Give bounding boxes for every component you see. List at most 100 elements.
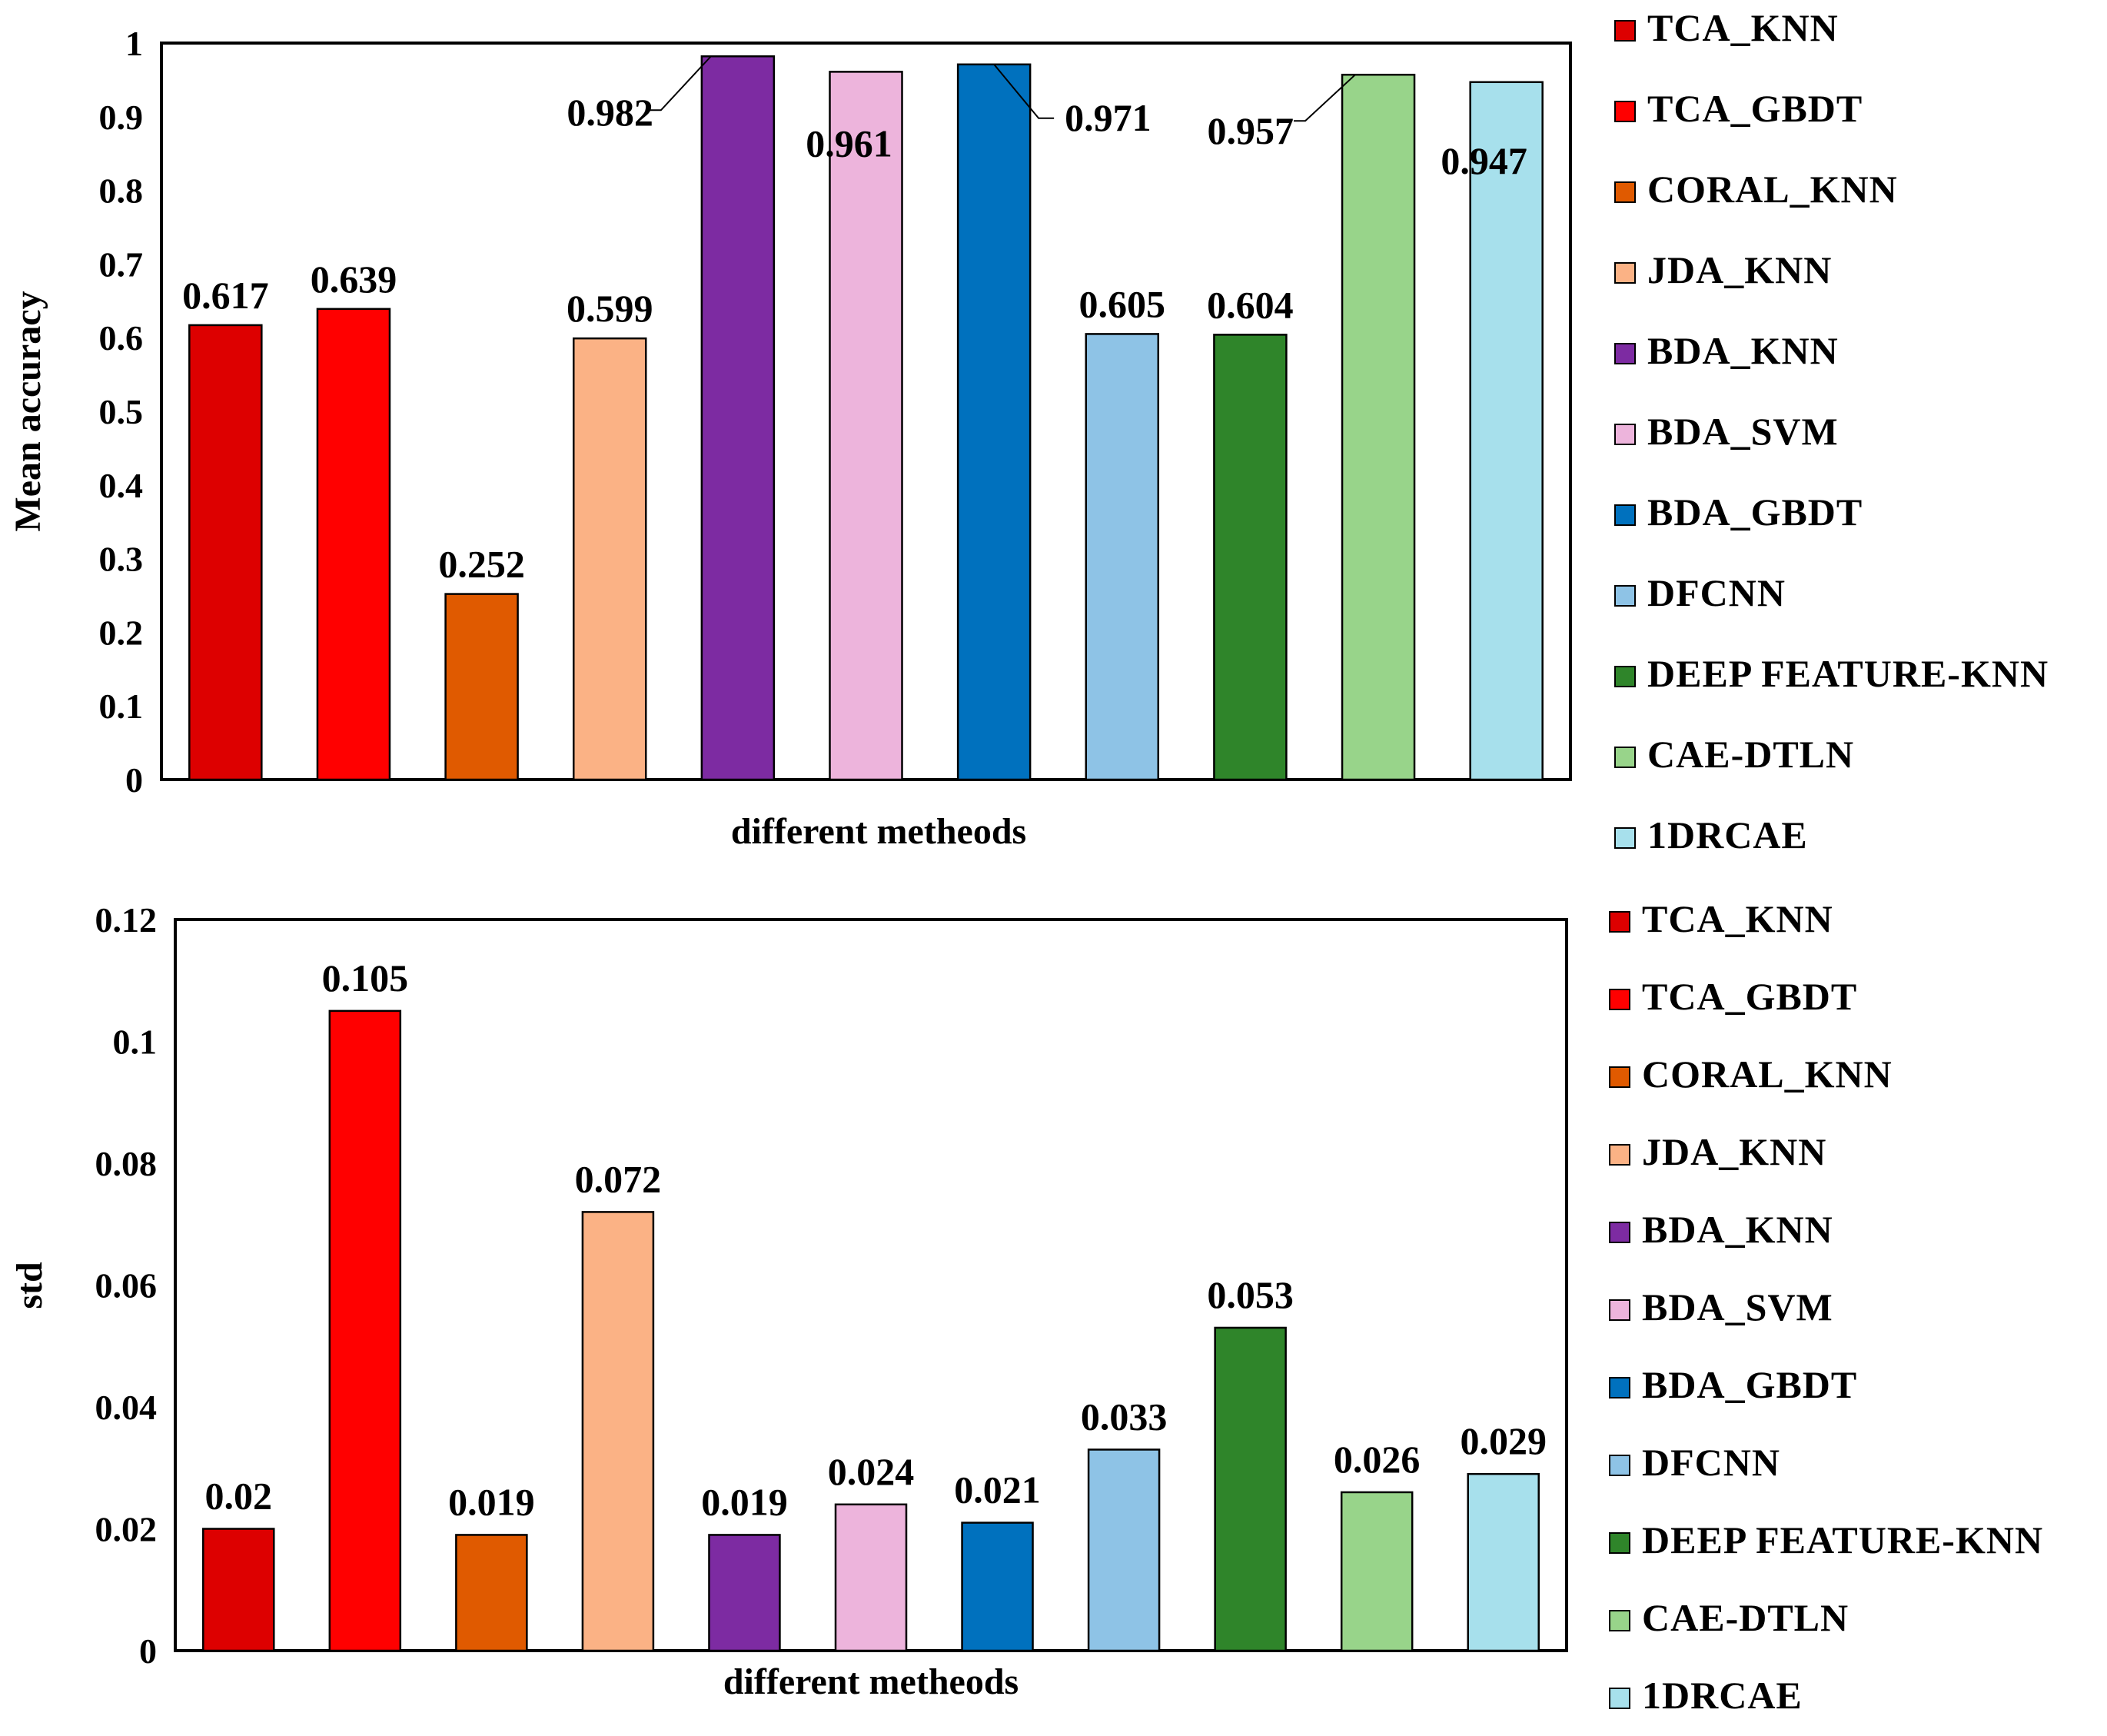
legend-item: JDA_KNN bbox=[1609, 1130, 1826, 1173]
data-label: 0.639 bbox=[311, 258, 397, 301]
legend-swatch bbox=[1614, 827, 1636, 849]
bars bbox=[188, 55, 1544, 781]
bar-tca-gbdt bbox=[316, 308, 391, 781]
legend-item: DFCNN bbox=[1614, 571, 1786, 614]
legend-swatch bbox=[1614, 181, 1636, 203]
legend-item: BDA_SVM bbox=[1614, 410, 1838, 453]
legend-swatch bbox=[1614, 747, 1636, 768]
data-labels: 0.02 0.105 0.019 0.072 0.019 0.024 0.021 0.033 0… bbox=[205, 956, 1547, 1524]
data-label: 0.605 bbox=[1079, 282, 1166, 325]
legend-item: BDA_GBDT bbox=[1609, 1363, 1857, 1406]
mean-accuracy-chart: 0 0.1 0.2 0.3 0.4 0.5 0.6 0.7 0.8 0.9 1 0.617 0.639… bbox=[8, 6, 2048, 856]
legend-label: BDA_KNN bbox=[1647, 329, 1839, 372]
data-label: 0.021 bbox=[954, 1468, 1041, 1512]
data-label: 0.033 bbox=[1081, 1395, 1168, 1438]
y-tick-label: 0.6 bbox=[99, 318, 144, 358]
legend-swatch bbox=[1609, 1144, 1630, 1166]
legend-item: TCA_GBDT bbox=[1609, 975, 1856, 1018]
bar-deep-feature-knn bbox=[1214, 1326, 1287, 1652]
legend-item: CORAL_KNN bbox=[1609, 1053, 1893, 1096]
data-labels: 0.617 0.639 0.252 0.599 0.982 0.961 0.971 0.605… bbox=[182, 55, 1527, 586]
bar-dfcnn bbox=[1087, 1448, 1161, 1652]
bar-1drcae bbox=[1469, 81, 1544, 781]
legend-item: DEEP FEATURE-KNN bbox=[1614, 652, 2048, 695]
legend-swatch bbox=[1609, 1222, 1630, 1243]
legend: TCA_KNN TCA_GBDT CORAL_KNN JDA_KNN BDA_KNN BD… bbox=[1614, 6, 2048, 856]
legend-label: 1DRCAE bbox=[1642, 1674, 1803, 1717]
std-chart: 00.020.040.060.080.10.12 0.020.1050.0190… bbox=[9, 897, 2043, 1717]
bar-bda-svm bbox=[829, 71, 903, 781]
bar-coral-knn bbox=[444, 593, 519, 781]
y-tick-label: 0.04 bbox=[95, 1388, 158, 1427]
bar-bda-gbdt bbox=[956, 63, 1032, 781]
data-label: 0.252 bbox=[438, 543, 525, 586]
y-tick-label: 0.1 bbox=[99, 687, 144, 726]
bar-bda-knn bbox=[700, 55, 776, 781]
bar-dfcnn bbox=[1085, 333, 1160, 781]
legend-label: TCA_KNN bbox=[1647, 6, 1839, 49]
y-axis-ticks: 0 0.1 0.2 0.3 0.4 0.5 0.6 0.7 0.8 0.9 1 bbox=[99, 24, 144, 800]
legend-label: DFCNN bbox=[1647, 571, 1786, 614]
legend-swatch bbox=[1614, 262, 1636, 284]
data-label: 0.961 bbox=[806, 121, 892, 165]
legend-item: BDA_SVM bbox=[1609, 1285, 1833, 1329]
y-tick-label: 0.08 bbox=[95, 1144, 158, 1183]
legend-item: TCA_KNN bbox=[1609, 897, 1833, 940]
bar-cae-dtln bbox=[1340, 1491, 1414, 1652]
y-axis-title: std bbox=[9, 1262, 50, 1309]
legend-label: JDA_KNN bbox=[1647, 248, 1832, 291]
y-tick-label: 0.7 bbox=[99, 244, 144, 284]
legend-swatch bbox=[1609, 1688, 1630, 1709]
legend-label: CAE-DTLN bbox=[1642, 1596, 1849, 1639]
legend-item: BDA_KNN bbox=[1609, 1208, 1833, 1251]
legend-label: 1DRCAE bbox=[1647, 813, 1808, 856]
legend-label: BDA_GBDT bbox=[1647, 491, 1863, 534]
legend-item: TCA_KNN bbox=[1614, 6, 1839, 49]
legend-label: CORAL_KNN bbox=[1642, 1053, 1893, 1096]
data-label: 0.024 bbox=[828, 1450, 915, 1493]
leader-line bbox=[1294, 74, 1356, 122]
y-axis-title: Mean accuracy bbox=[8, 291, 48, 531]
bar-tca-knn bbox=[202, 1528, 275, 1652]
legend-label: DFCNN bbox=[1642, 1441, 1780, 1484]
y-tick-label: 0.02 bbox=[95, 1510, 158, 1549]
data-label: 0.947 bbox=[1441, 139, 1527, 182]
legend-swatch bbox=[1614, 343, 1636, 364]
legend-swatch bbox=[1614, 666, 1636, 687]
legend-label: TCA_KNN bbox=[1642, 897, 1833, 940]
legend-item: CAE-DTLN bbox=[1609, 1596, 1849, 1639]
data-label: 0.026 bbox=[1334, 1438, 1421, 1481]
y-tick-label: 0.06 bbox=[95, 1266, 158, 1305]
data-label: 0.053 bbox=[1207, 1273, 1294, 1316]
legend-item: BDA_GBDT bbox=[1614, 491, 1863, 534]
data-label: 0.971 bbox=[1065, 96, 1152, 139]
legend-swatch bbox=[1609, 989, 1630, 1010]
legend-label: BDA_KNN bbox=[1642, 1208, 1833, 1251]
legend-label: DEEP FEATURE-KNN bbox=[1642, 1518, 2043, 1561]
legend-item: JDA_KNN bbox=[1614, 248, 1832, 291]
y-tick-label: 0.3 bbox=[99, 540, 144, 579]
legend-item: BDA_KNN bbox=[1614, 329, 1839, 372]
bar-cae-dtln bbox=[1341, 73, 1416, 781]
legend-item: DEEP FEATURE-KNN bbox=[1609, 1518, 2043, 1561]
leader-line bbox=[649, 55, 712, 111]
legend-label: BDA_GBDT bbox=[1642, 1363, 1857, 1406]
legend-item: DFCNN bbox=[1609, 1441, 1780, 1484]
y-tick-label: 0.9 bbox=[99, 98, 144, 137]
bar-bda-gbdt bbox=[961, 1521, 1034, 1652]
legend-item: 1DRCAE bbox=[1609, 1674, 1803, 1717]
legend-swatch bbox=[1614, 504, 1636, 526]
data-label: 0.02 bbox=[205, 1475, 273, 1518]
bar-tca-gbdt bbox=[328, 1009, 402, 1652]
bar-tca-knn bbox=[188, 324, 263, 781]
legend-item: TCA_GBDT bbox=[1614, 87, 1862, 130]
y-tick-label: 0 bbox=[139, 1631, 157, 1671]
bar-coral-knn bbox=[455, 1534, 528, 1652]
data-label: 0.029 bbox=[1460, 1419, 1547, 1462]
x-axis-title: different metheods bbox=[723, 1661, 1019, 1702]
legend-swatch bbox=[1609, 1066, 1630, 1088]
legend-swatch bbox=[1614, 20, 1636, 42]
data-label: 0.982 bbox=[567, 91, 653, 134]
legend-swatch bbox=[1614, 585, 1636, 607]
